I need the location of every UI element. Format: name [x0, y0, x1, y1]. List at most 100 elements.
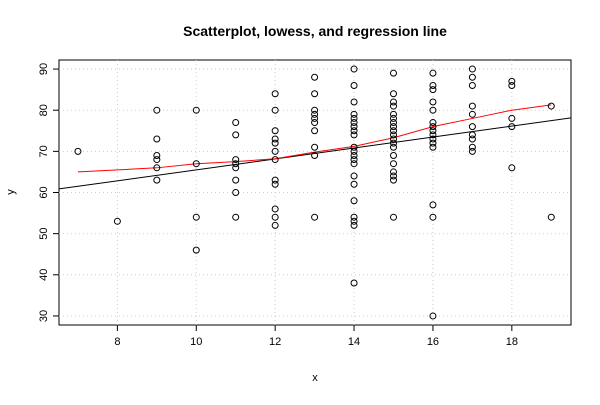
point [468, 131, 476, 139]
point [311, 90, 319, 98]
point [508, 114, 516, 122]
point [350, 143, 358, 151]
point [468, 73, 476, 81]
x-axis-label: x [312, 372, 318, 384]
point [429, 143, 437, 151]
point [468, 110, 476, 118]
point [429, 139, 437, 147]
point [271, 156, 279, 164]
point [192, 160, 200, 168]
point [350, 110, 358, 118]
point [271, 90, 279, 98]
point [192, 106, 200, 114]
point [389, 90, 397, 98]
point [311, 110, 319, 118]
point [350, 217, 358, 225]
point [429, 135, 437, 143]
y-tick-label: 70 [38, 145, 50, 157]
point [508, 77, 516, 85]
y-axis-label: y [5, 189, 17, 195]
point [113, 217, 121, 225]
point [350, 131, 358, 139]
point [547, 213, 555, 221]
point [350, 123, 358, 131]
point [389, 119, 397, 127]
point [429, 123, 437, 131]
point [429, 312, 437, 320]
point [389, 135, 397, 143]
point [232, 176, 240, 184]
point [232, 160, 240, 168]
point [508, 82, 516, 90]
plot-area [59, 104, 571, 190]
point [468, 123, 476, 131]
point [468, 102, 476, 110]
point [153, 151, 161, 159]
point [271, 221, 279, 229]
point [429, 201, 437, 209]
point [350, 213, 358, 221]
point [311, 106, 319, 114]
point [547, 102, 555, 110]
point [350, 119, 358, 127]
point [153, 156, 161, 164]
point [311, 213, 319, 221]
point [271, 205, 279, 213]
point [508, 123, 516, 131]
x-tick-label: 18 [506, 336, 518, 348]
point [389, 143, 397, 151]
point [389, 131, 397, 139]
point [311, 73, 319, 81]
point [429, 127, 437, 135]
x-tick-label: 14 [348, 336, 360, 348]
chart-title: Scatterplot, lowess, and regression line [183, 23, 447, 39]
point [311, 119, 319, 127]
point [232, 131, 240, 139]
point [350, 160, 358, 168]
point [74, 147, 82, 155]
point [271, 147, 279, 155]
point [350, 180, 358, 188]
point [508, 164, 516, 172]
point [232, 156, 240, 164]
point [153, 164, 161, 172]
point [232, 164, 240, 172]
point [389, 213, 397, 221]
point [271, 135, 279, 143]
y-tick-label: 80 [38, 104, 50, 116]
point [429, 131, 437, 139]
point [271, 106, 279, 114]
point [389, 114, 397, 122]
point [311, 143, 319, 151]
point [429, 119, 437, 127]
y-tick-label: 40 [38, 269, 50, 281]
point [153, 176, 161, 184]
point [350, 98, 358, 106]
point [350, 114, 358, 122]
point [429, 82, 437, 90]
point [350, 197, 358, 205]
point [389, 160, 397, 168]
point [389, 176, 397, 184]
point [389, 168, 397, 176]
point [153, 135, 161, 143]
point [350, 172, 358, 180]
lowess-line [77, 104, 552, 173]
point [350, 221, 358, 229]
point [429, 98, 437, 106]
point [192, 246, 200, 254]
y-tick-label: 90 [38, 63, 50, 75]
point [429, 106, 437, 114]
point [468, 65, 476, 73]
y-tick-label: 50 [38, 228, 50, 240]
point [271, 139, 279, 147]
x-tick-label: 10 [190, 336, 202, 348]
point [429, 213, 437, 221]
point [468, 135, 476, 143]
point [192, 213, 200, 221]
point [311, 127, 319, 135]
point [389, 69, 397, 77]
point [468, 82, 476, 90]
point [350, 65, 358, 73]
